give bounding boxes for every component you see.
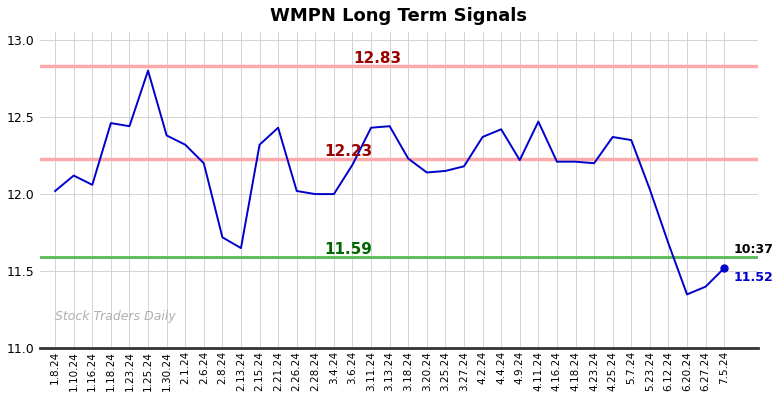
Text: 12.83: 12.83 [354,51,401,66]
Text: 11.52: 11.52 [734,271,773,284]
Text: 11.59: 11.59 [325,242,372,258]
Text: 10:37: 10:37 [734,243,773,256]
Title: WMPN Long Term Signals: WMPN Long Term Signals [270,7,528,25]
Text: 12.23: 12.23 [325,144,373,158]
Text: Stock Traders Daily: Stock Traders Daily [55,310,176,323]
